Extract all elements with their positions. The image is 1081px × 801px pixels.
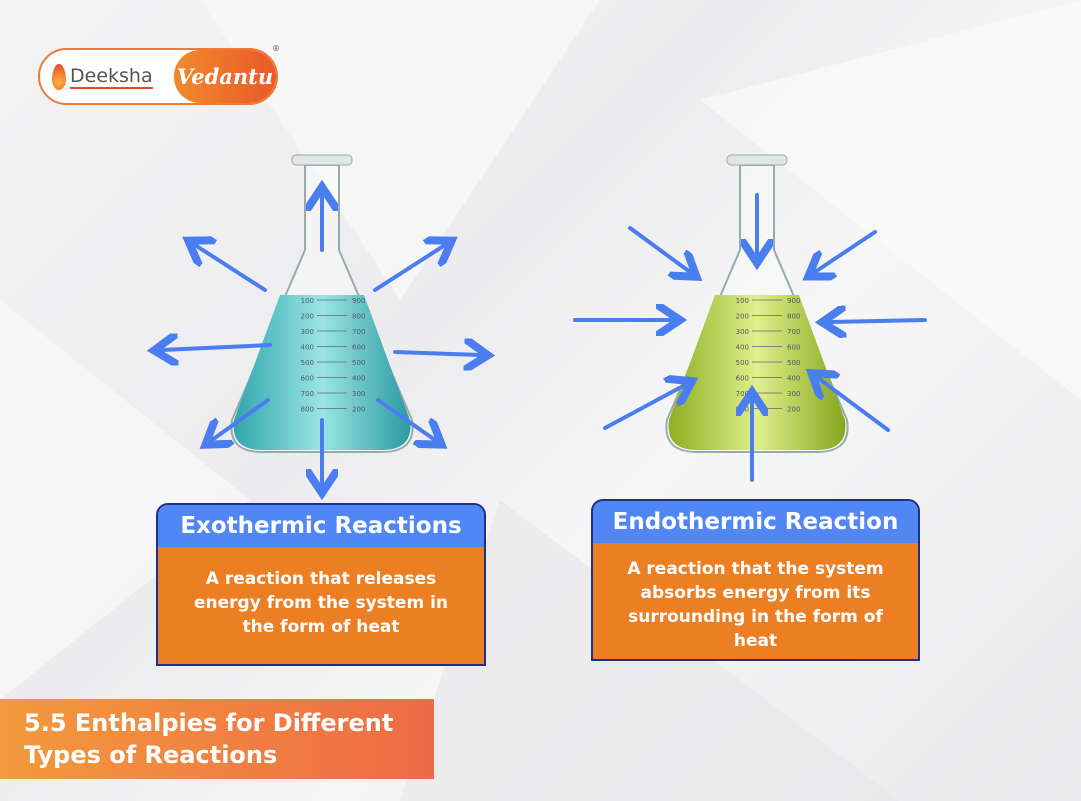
scale-label: 700 bbox=[352, 328, 365, 336]
scale-label: 300 bbox=[736, 328, 749, 336]
scale-label: 700 bbox=[787, 328, 800, 336]
scale-label: 100 bbox=[736, 297, 749, 305]
scale-label: 500 bbox=[301, 359, 314, 367]
scale-label: 400 bbox=[352, 375, 365, 383]
scale-label: 500 bbox=[787, 359, 800, 367]
exothermic-title: Exothermic Reactions bbox=[158, 505, 484, 547]
scale-label: 900 bbox=[787, 297, 800, 305]
deeksha-vedantu-logo: Deeksha Vedantu bbox=[38, 48, 278, 105]
scale-label: 500 bbox=[352, 359, 365, 367]
scale-label: 400 bbox=[736, 344, 749, 352]
scale-label: 200 bbox=[352, 406, 365, 414]
logo-vedantu: Vedantu bbox=[174, 50, 276, 103]
scale-label: 600 bbox=[301, 375, 314, 383]
scale-label: 600 bbox=[352, 344, 365, 352]
exothermic-description: A reaction that releases energy from the… bbox=[193, 569, 449, 637]
scale-label: 200 bbox=[301, 313, 314, 321]
endothermic-title: Endothermic Reaction bbox=[593, 501, 918, 543]
scale-label: 900 bbox=[352, 297, 365, 305]
flame-icon bbox=[52, 63, 66, 90]
endo-heat-arrow bbox=[815, 230, 877, 272]
scale-label: 300 bbox=[301, 328, 314, 336]
scale-label: 300 bbox=[352, 390, 365, 398]
registered-mark: ® bbox=[272, 44, 280, 53]
scale-label: 800 bbox=[352, 313, 365, 321]
scale-label: 200 bbox=[736, 313, 749, 321]
scale-label: 800 bbox=[787, 313, 800, 321]
endothermic-card: Endothermic Reaction A reaction that the… bbox=[591, 499, 920, 661]
exo-heat-arrow bbox=[162, 345, 272, 350]
endothermic-description: A reaction that the system absorbs energ… bbox=[627, 559, 884, 651]
scale-label: 800 bbox=[301, 406, 314, 414]
exo-heat-arrow bbox=[195, 245, 267, 292]
endo-heat-arrow bbox=[818, 378, 890, 432]
exo-heat-arrow bbox=[373, 245, 445, 292]
endo-heat-arrow bbox=[628, 226, 690, 272]
scale-label: 400 bbox=[301, 344, 314, 352]
exo-heat-arrow bbox=[212, 398, 270, 440]
scale-label: 200 bbox=[787, 406, 800, 414]
endothermic-flask bbox=[665, 154, 849, 453]
exo-heat-arrow bbox=[393, 352, 480, 355]
exo-heat-arrow bbox=[376, 398, 435, 440]
scale-label: 600 bbox=[787, 344, 800, 352]
section-title-banner: 5.5 Enthalpies for Different Types of Re… bbox=[0, 699, 434, 779]
exothermic-card: Exothermic Reactions A reaction that rel… bbox=[156, 503, 486, 666]
section-title-line2: Types of Reactions bbox=[24, 741, 278, 769]
scale-label: 100 bbox=[301, 297, 314, 305]
scale-label: 600 bbox=[736, 375, 749, 383]
scale-label: 700 bbox=[301, 390, 314, 398]
scale-label: 500 bbox=[736, 359, 749, 367]
scale-label: 800 bbox=[736, 406, 749, 414]
section-title-line1: 5.5 Enthalpies for Different bbox=[24, 709, 394, 737]
logo-deeksha: Deeksha bbox=[70, 64, 153, 89]
endo-heat-arrow bbox=[603, 385, 685, 430]
scale-label: 400 bbox=[787, 375, 800, 383]
scale-label: 300 bbox=[787, 390, 800, 398]
scale-label: 700 bbox=[736, 390, 749, 398]
endo-heat-arrow bbox=[830, 320, 927, 322]
